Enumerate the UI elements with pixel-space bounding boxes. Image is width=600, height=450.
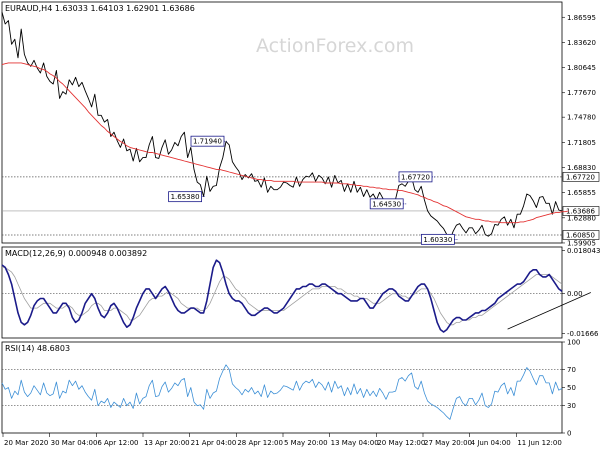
y-tick-label: 1.65855 — [567, 189, 596, 197]
time-axis: 20 Mar 2020 30 Mar 04:00 6 Apr 12:00 13 Apr… — [2, 433, 562, 447]
macd-line — [1, 259, 563, 333]
x-tick-label: 21 Apr 04:00 — [191, 439, 237, 447]
price-annotation-label: 1.65380 — [171, 193, 200, 201]
y-tick-label: 1.77670 — [567, 89, 596, 97]
level-box — [562, 172, 600, 182]
signal-line — [2, 266, 563, 326]
y-tick-label: 1.68830 — [567, 164, 596, 172]
last-price-label: 1.63686 — [566, 207, 595, 215]
y-tick-label: 0.018043 — [567, 247, 600, 255]
panel-frame — [1, 1, 563, 244]
y-tick-label: 1.80645 — [567, 64, 596, 72]
level-label: 1.67720 — [566, 173, 595, 181]
x-tick-label: 20 Mar 2020 — [4, 439, 48, 447]
y-tick-label: 1.86595 — [567, 14, 596, 22]
chart-title: EURAUD,H4 1.63033 1.64103 1.62901 1.6368… — [5, 4, 195, 13]
x-tick-label: 6 Apr 12:00 — [97, 439, 138, 447]
price-annotation-label: 1.67720 — [401, 173, 430, 181]
x-tick-label: 20 May 12:00 — [377, 439, 425, 447]
rsi-line — [1, 364, 563, 420]
indicator-title: RSI(14) 48.6803 — [5, 344, 70, 353]
y-tick-label: 30 — [567, 402, 576, 410]
y-tick-label: 1.59905 — [567, 239, 596, 247]
y-tick-label: 100 — [567, 339, 580, 347]
watermark: ActionForex.com — [256, 35, 414, 57]
level-box — [562, 230, 600, 240]
price-annotation-label: 1.71940 — [193, 138, 222, 146]
y-tick-label: 0.00 — [567, 290, 583, 298]
last-price-box — [562, 206, 600, 216]
price-annotation-label: 1.64530 — [372, 200, 401, 208]
x-tick-label: 13 May 04:00 — [331, 439, 379, 447]
x-tick-label: 30 Mar 04:00 — [51, 439, 98, 447]
moving-average-series — [1, 62, 569, 224]
y-tick-label: 1.71805 — [567, 139, 596, 147]
x-tick-label: 27 May 20:00 — [424, 439, 472, 447]
price-series — [1, 11, 563, 241]
y-tick-label: 1.62880 — [567, 214, 596, 222]
indicator-title: MACD(12,26,9) 0.000948 0.003892 — [5, 249, 147, 258]
y-tick-label: 1.83620 — [567, 39, 596, 47]
macd-trendline — [507, 292, 591, 330]
panel-frame — [1, 246, 563, 339]
rsi-panel: 100 70 50 30 0 RSI(14) 48.6803 — [1, 339, 580, 438]
x-tick-label: 5 May 20:00 — [284, 439, 328, 447]
macd-panel: 0.018043 0.00 -0.01666 MACD(12,26,9) 0.0009… — [1, 246, 600, 339]
level-label: 1.60850 — [566, 231, 595, 239]
x-tick-label: 4 Jun 04:00 — [471, 439, 511, 447]
y-tick-label: -0.01666 — [567, 330, 599, 338]
x-tick-label: 13 Apr 20:00 — [144, 439, 190, 447]
price-annotation-label: 1.60330 — [423, 236, 452, 244]
y-tick-label: 0 — [567, 430, 571, 438]
x-tick-label: 11 Jun 12:00 — [517, 439, 561, 447]
y-tick-label: 50 — [567, 384, 576, 392]
x-tick-label: 28 Apr 12:00 — [237, 439, 283, 447]
y-tick-label: 1.74780 — [567, 114, 596, 122]
y-tick-label: 70 — [567, 366, 576, 374]
price-panel: 1.86595 1.83620 1.80645 1.77670 1.74780 1.718… — [1, 1, 600, 247]
